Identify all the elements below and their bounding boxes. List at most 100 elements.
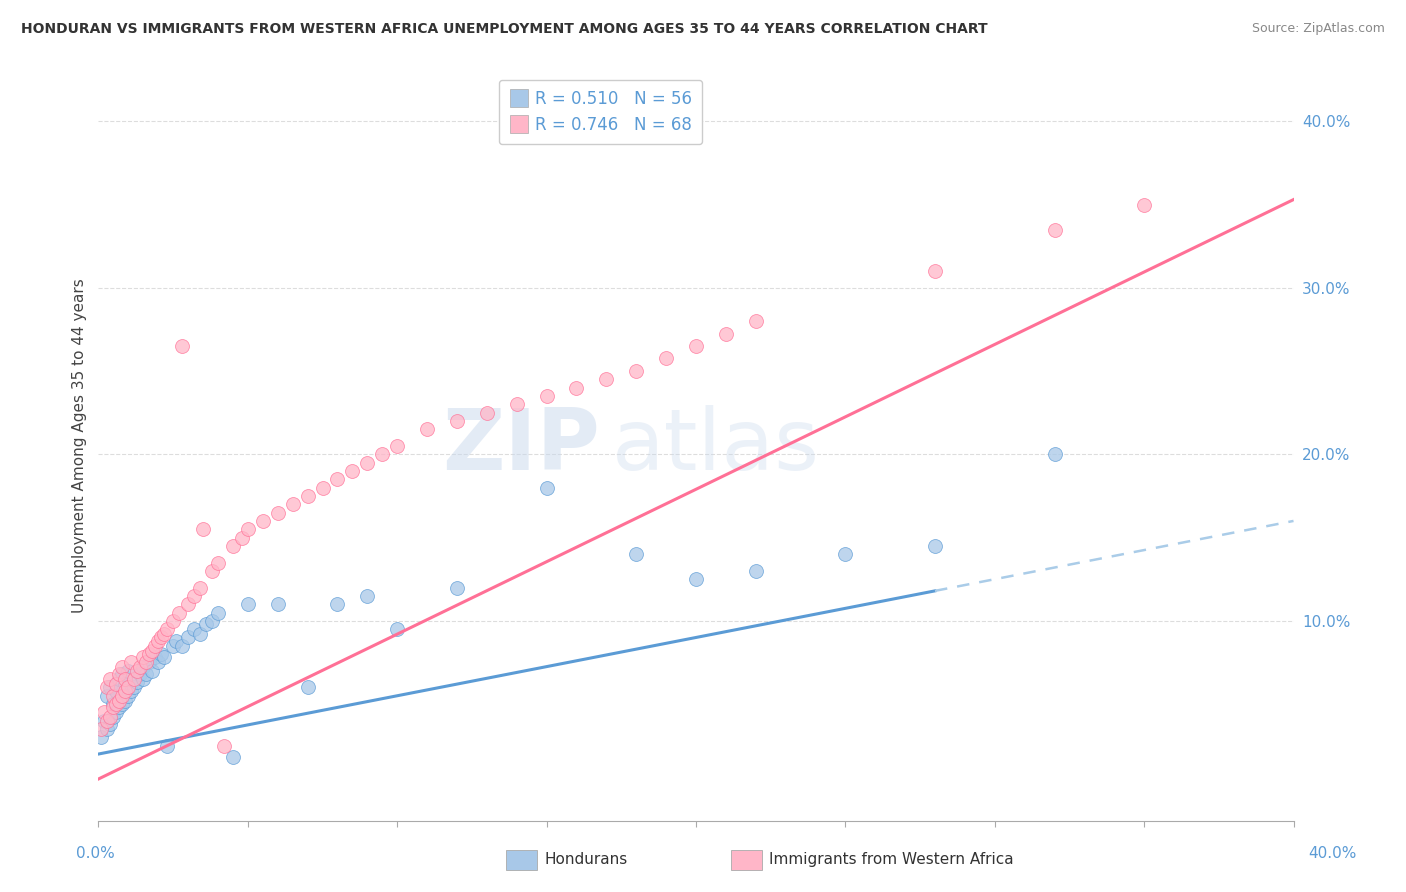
Point xyxy=(342,464,364,478)
Point xyxy=(326,472,349,486)
Point xyxy=(252,514,274,528)
Point xyxy=(124,681,146,695)
Point xyxy=(297,681,319,695)
Point xyxy=(93,714,115,728)
Point xyxy=(195,617,218,632)
Point xyxy=(108,694,131,708)
Text: 0.0%: 0.0% xyxy=(76,847,115,861)
Point xyxy=(129,667,152,681)
Point xyxy=(96,714,118,728)
Point xyxy=(150,631,173,645)
Point xyxy=(595,372,617,386)
Point xyxy=(96,681,118,695)
Text: Source: ZipAtlas.com: Source: ZipAtlas.com xyxy=(1251,22,1385,36)
Point xyxy=(745,564,768,578)
Point xyxy=(103,700,125,714)
Point xyxy=(1043,222,1066,236)
Point xyxy=(120,683,142,698)
Point xyxy=(135,656,157,670)
Point xyxy=(135,667,157,681)
Point xyxy=(108,672,131,686)
Point xyxy=(111,697,134,711)
Point xyxy=(103,697,125,711)
Point xyxy=(188,581,211,595)
Point xyxy=(108,667,131,681)
Point xyxy=(191,522,214,536)
Point xyxy=(98,672,122,686)
Point xyxy=(103,689,125,703)
Point xyxy=(96,689,118,703)
Point xyxy=(685,339,707,353)
Point xyxy=(111,667,134,681)
Point xyxy=(108,700,131,714)
Point xyxy=(201,564,224,578)
Point xyxy=(626,364,648,378)
Point xyxy=(267,597,290,611)
Point xyxy=(114,694,136,708)
Point xyxy=(475,406,498,420)
Point xyxy=(565,381,588,395)
Point xyxy=(138,656,160,670)
Point xyxy=(90,731,112,745)
Point xyxy=(141,644,163,658)
Point xyxy=(143,650,166,665)
Text: ZIP: ZIP xyxy=(443,404,600,488)
Point xyxy=(93,706,115,720)
Point xyxy=(685,572,707,586)
Point xyxy=(114,672,136,686)
Text: atlas: atlas xyxy=(613,404,820,488)
Point xyxy=(162,614,184,628)
Point xyxy=(111,660,134,674)
Point xyxy=(536,481,558,495)
Point xyxy=(183,589,205,603)
Legend: R = 0.510   N = 56, R = 0.746   N = 68: R = 0.510 N = 56, R = 0.746 N = 68 xyxy=(499,79,702,144)
Point xyxy=(1133,197,1156,211)
Point xyxy=(385,439,409,453)
Point xyxy=(536,389,558,403)
Point xyxy=(162,639,184,653)
Point xyxy=(267,506,290,520)
Point xyxy=(655,351,678,365)
Point xyxy=(506,397,529,411)
Point xyxy=(153,627,176,641)
Point xyxy=(114,683,136,698)
Point xyxy=(148,656,170,670)
Point xyxy=(156,622,179,636)
Point xyxy=(98,717,122,731)
Point xyxy=(416,422,439,436)
Point xyxy=(129,660,152,674)
Point xyxy=(156,739,179,753)
Point xyxy=(172,639,194,653)
Point xyxy=(207,606,229,620)
Point xyxy=(124,672,146,686)
Point xyxy=(745,314,768,328)
Point xyxy=(127,664,149,678)
Point xyxy=(103,710,125,724)
Point xyxy=(98,710,122,724)
Point xyxy=(714,327,737,342)
Point xyxy=(117,664,139,678)
Point xyxy=(96,722,118,736)
Point xyxy=(153,650,176,665)
Point xyxy=(231,531,253,545)
Point xyxy=(132,650,155,665)
Point xyxy=(172,339,194,353)
Point xyxy=(117,681,139,695)
Point xyxy=(297,489,319,503)
Point xyxy=(143,639,166,653)
Point xyxy=(222,750,245,764)
Point xyxy=(105,683,128,698)
Point xyxy=(371,447,394,461)
Point xyxy=(207,556,229,570)
Text: Hondurans: Hondurans xyxy=(544,853,627,867)
Point xyxy=(183,622,205,636)
Point xyxy=(311,481,333,495)
Point xyxy=(141,664,163,678)
Point xyxy=(150,647,173,661)
Point xyxy=(281,497,304,511)
Point xyxy=(834,547,856,561)
Point xyxy=(924,539,946,553)
Point xyxy=(446,414,468,428)
Point xyxy=(127,675,149,690)
Point xyxy=(236,597,259,611)
